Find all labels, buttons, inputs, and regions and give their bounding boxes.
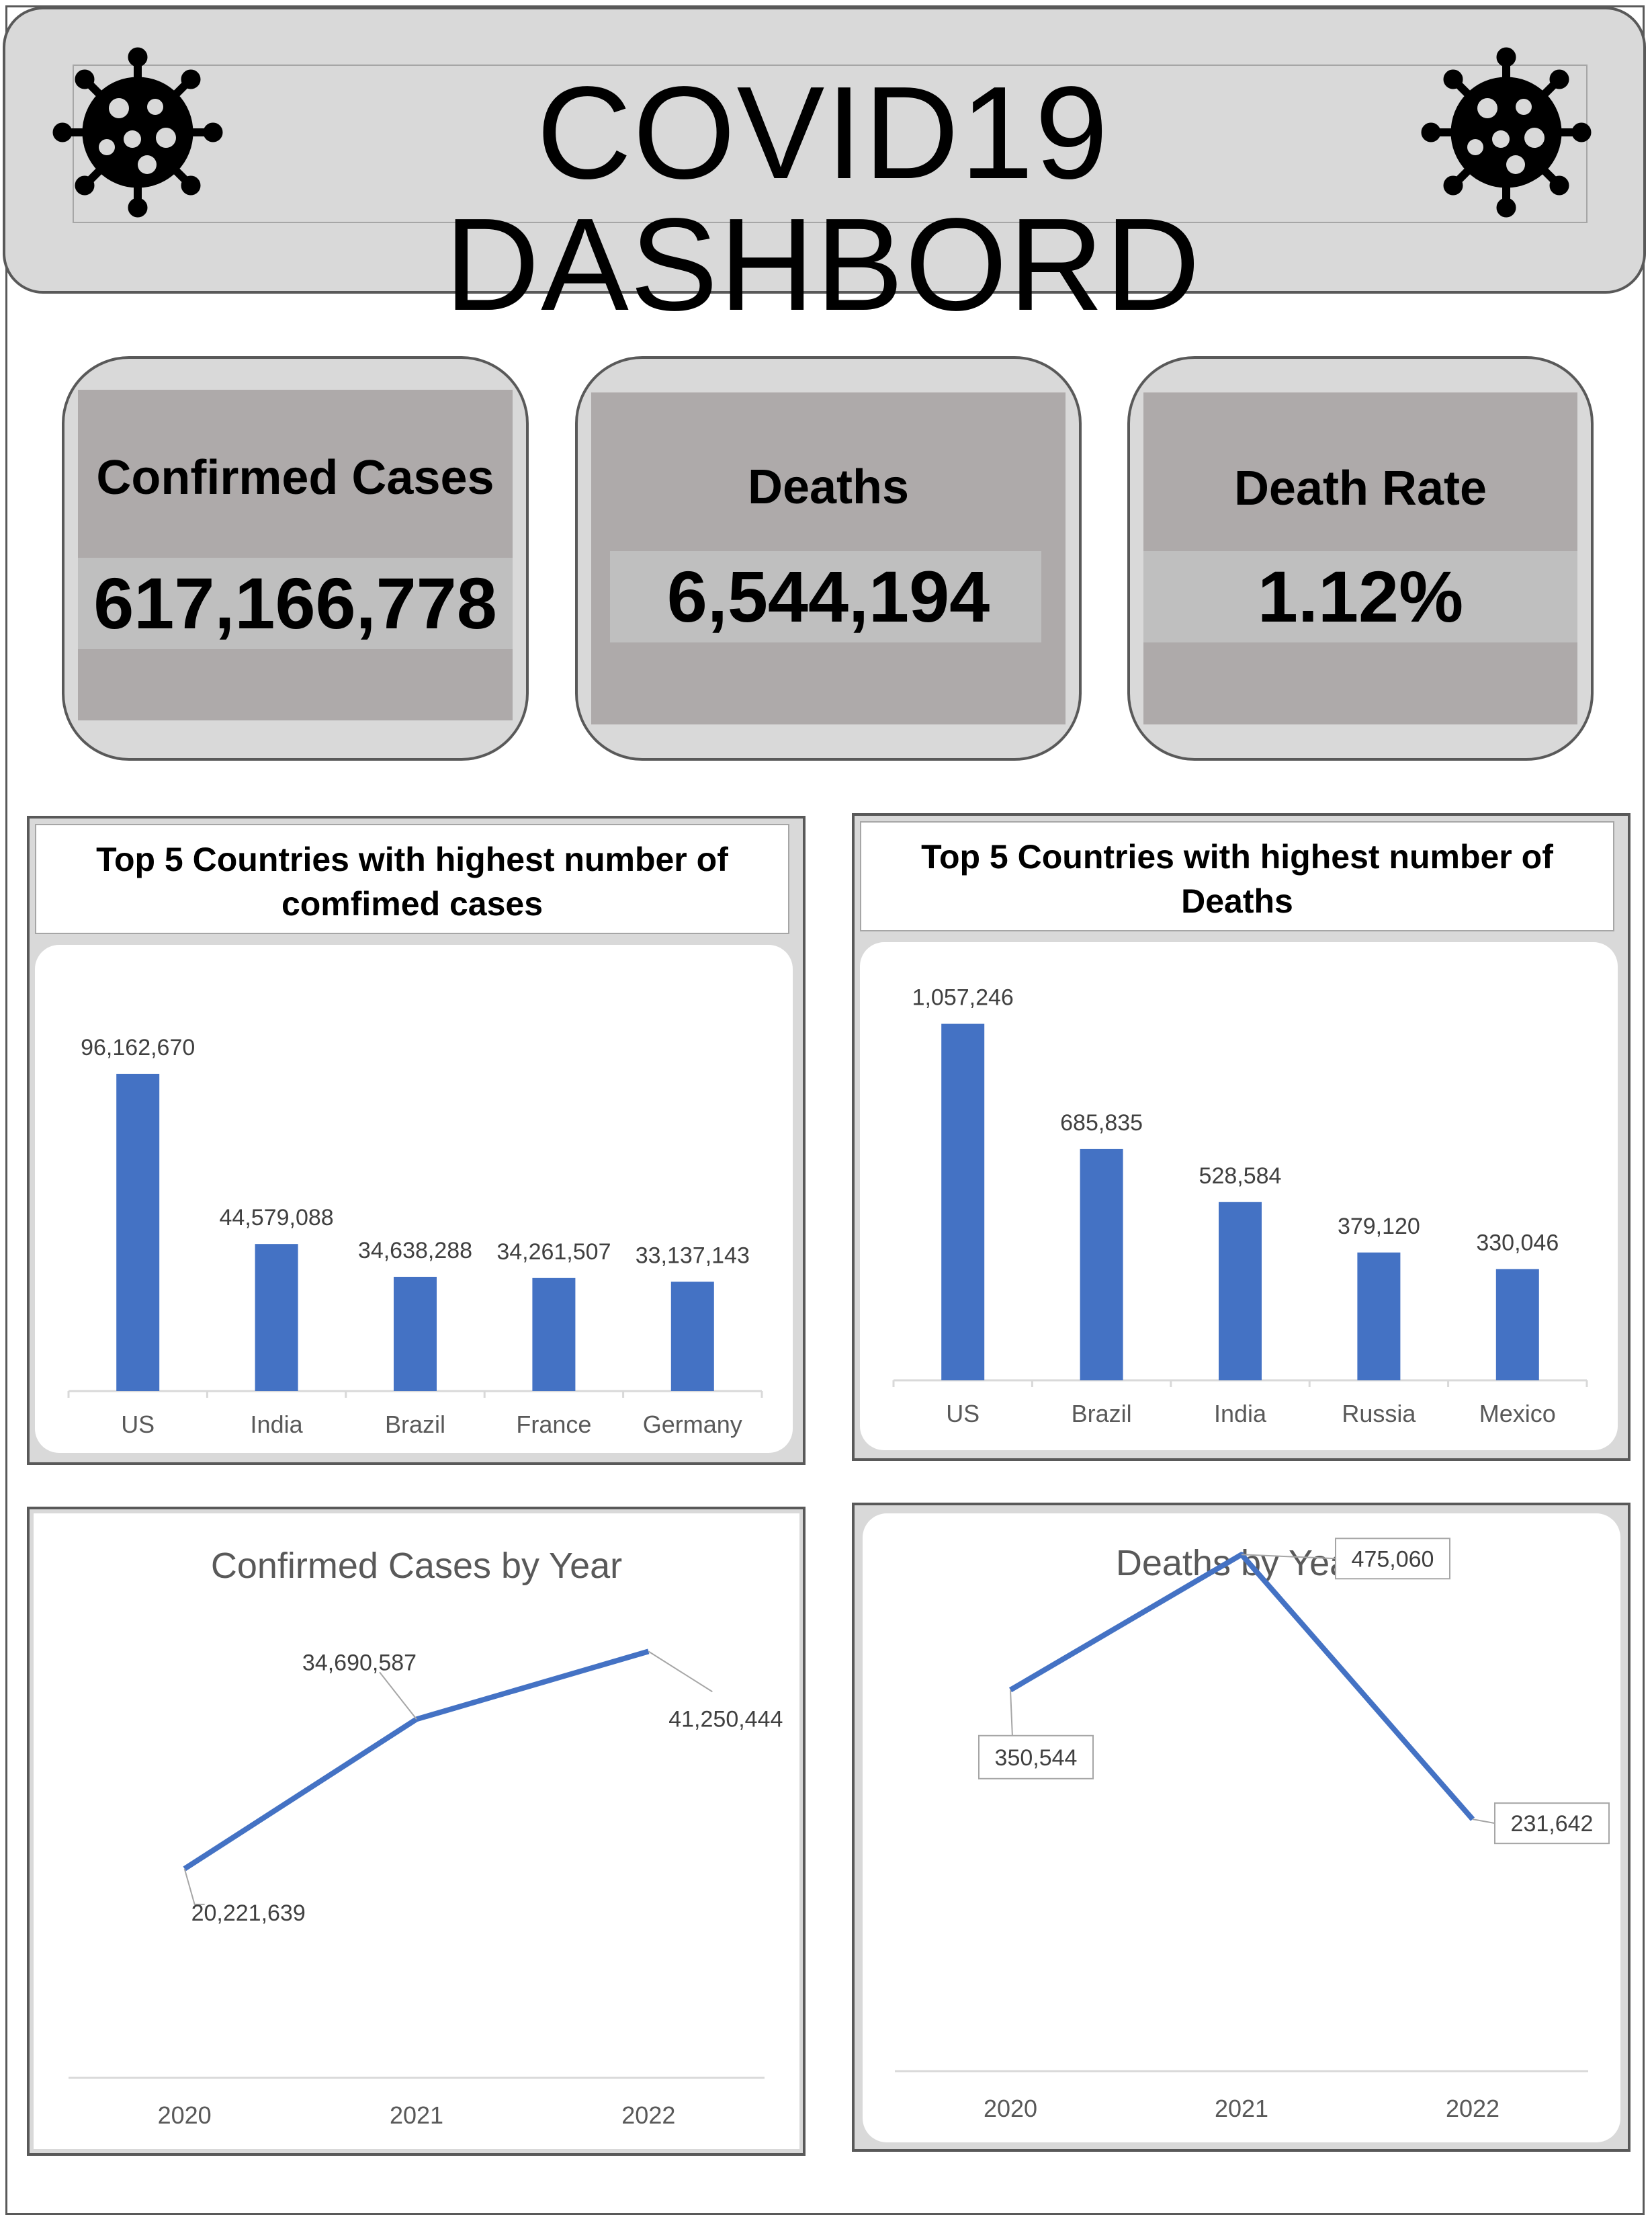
- data-label-box: [1494, 1802, 1610, 1845]
- data-label: 685,835: [1060, 1110, 1143, 1136]
- kpi-value-background: [610, 551, 1041, 642]
- x-tick-label: India: [251, 1411, 304, 1438]
- data-label: 34,690,587: [302, 1650, 417, 1675]
- line-chart-cases-by-year: Confirmed Cases by Year 2020 20,221,639 202…: [69, 1546, 783, 2129]
- kpi-card-body: Confirmed Cases 617,166,778: [78, 390, 513, 720]
- kpi-value-background: [78, 558, 513, 649]
- data-label: 33,137,143: [636, 1243, 750, 1268]
- bar-chart-top-confirmed: 96,162,670 US 44,579,088 India 34,638,288 Bra…: [67, 1035, 763, 1438]
- chart-title-top-deaths: Top 5 Countries with highest number of D…: [860, 821, 1614, 931]
- kpi-label-confirmed: Confirmed Cases: [96, 451, 494, 505]
- x-tick-label: Russia: [1342, 1400, 1416, 1427]
- bar: [532, 1277, 576, 1391]
- bar: [1219, 1202, 1262, 1380]
- kpi-card-body: Deaths 6,544,194: [591, 392, 1066, 724]
- chart-title-line: Deaths: [1181, 882, 1293, 920]
- x-tick-label: 2021: [1215, 2095, 1268, 2122]
- data-label: 330,046: [1476, 1230, 1559, 1255]
- chart-title-line: comfimed cases: [281, 885, 544, 923]
- label-leader-line: [379, 1671, 417, 1720]
- dashboard-frame: [5, 5, 1645, 2215]
- kpi-label-deaths: Deaths: [747, 460, 910, 514]
- data-label: 96,162,670: [81, 1035, 195, 1060]
- data-label: 34,638,288: [358, 1238, 472, 1263]
- data-label: 475,060: [1352, 1546, 1434, 1572]
- x-tick-label: Brazil: [385, 1411, 445, 1438]
- x-tick-label: 2021: [390, 2101, 443, 2129]
- label-leader-line: [1241, 1554, 1336, 1560]
- virus-icon: [1421, 47, 1592, 218]
- data-label: 231,642: [1511, 1811, 1594, 1837]
- kpi-label-death-rate: Death Rate: [1233, 462, 1487, 515]
- header-title-box: [73, 65, 1588, 223]
- kpi-card-confirmed: Confirmed Cases 617,166,778: [62, 356, 529, 761]
- page-title: COVID19 DASHBORD: [444, 59, 1202, 338]
- chart-area: 96,162,670 US 44,579,088 India 34,638,288 Bra…: [35, 945, 793, 1453]
- bar: [116, 1073, 160, 1391]
- data-label-box: [1335, 1538, 1450, 1580]
- series-line: [183, 1648, 650, 1872]
- x-tick-label: India: [1214, 1400, 1267, 1427]
- virus-icon: [52, 47, 223, 218]
- kpi-value-background: [1143, 551, 1577, 642]
- data-label-box: [978, 1734, 1094, 1779]
- chart-panel-cases-by-year: Confirmed Cases by Year 2020 20,221,639 202…: [27, 1507, 806, 2156]
- x-tick-label: US: [946, 1400, 980, 1427]
- x-tick-label: Germany: [643, 1411, 742, 1438]
- data-label: 20,221,639: [191, 1900, 306, 1926]
- kpi-card-body: Death Rate 1.12%: [1143, 392, 1577, 724]
- kpi-value-death-rate: 1.12%: [1257, 556, 1464, 637]
- label-leader-line: [183, 1868, 205, 1905]
- bar: [670, 1282, 714, 1391]
- bar: [1495, 1269, 1539, 1380]
- x-tick-label: France: [516, 1411, 591, 1438]
- chart-title-top-confirmed: Top 5 Countries with highest number of c…: [35, 824, 789, 934]
- data-label: 34,261,507: [496, 1239, 611, 1265]
- data-label: 44,579,088: [220, 1205, 334, 1230]
- x-tick-label: Brazil: [1072, 1400, 1132, 1427]
- bar: [1080, 1148, 1123, 1380]
- x-tick-label: US: [121, 1411, 155, 1438]
- bar-chart-top-deaths: 1,057,246 US 685,835 Brazil 528,584 India 379,…: [892, 985, 1588, 1427]
- x-tick-label: Mexico: [1479, 1400, 1556, 1427]
- bar: [394, 1276, 437, 1391]
- chart-area: Confirmed Cases by Year 2020 20,221,639 202…: [34, 1513, 799, 2149]
- kpi-value-confirmed: 617,166,778: [93, 562, 497, 644]
- chart-panel-top-confirmed: Top 5 Countries with highest number of c…: [27, 816, 806, 1465]
- chart-title: Deaths by Year: [1116, 1543, 1362, 1583]
- bar: [255, 1244, 298, 1391]
- chart-area: Deaths by Year 2020 350,544 2021 475,060 2022…: [863, 1513, 1620, 2142]
- x-tick-label: 2020: [158, 2101, 212, 2129]
- data-label: 379,120: [1338, 1214, 1420, 1239]
- chart-title-line: Top 5 Countries with highest number of: [921, 838, 1553, 876]
- x-tick-label: 2022: [621, 2101, 675, 2129]
- series-line: [1008, 1552, 1475, 1821]
- kpi-card-death-rate: Death Rate 1.12%: [1127, 356, 1594, 761]
- chart-title-line: Top 5 Countries with highest number of: [96, 841, 728, 878]
- x-tick-label: 2020: [984, 2095, 1037, 2122]
- bar: [1357, 1252, 1401, 1380]
- chart-panel-top-deaths: Top 5 Countries with highest number of D…: [852, 813, 1631, 1461]
- line-chart-deaths-by-year: Deaths by Year 2020 350,544 2021 475,060 2022…: [895, 1538, 1610, 2122]
- chart-area: 1,057,246 US 685,835 Brazil 528,584 India 379,…: [860, 942, 1618, 1450]
- data-label: 41,250,444: [668, 1706, 783, 1732]
- data-label: 350,544: [995, 1745, 1078, 1771]
- data-label: 1,057,246: [912, 985, 1014, 1011]
- header-banner: [3, 7, 1646, 294]
- chart-panel-deaths-by-year: Deaths by Year 2020 350,544 2021 475,060 2022…: [852, 1503, 1631, 2152]
- label-leader-line: [1472, 1818, 1495, 1825]
- label-leader-line: [1010, 1689, 1029, 1738]
- bar: [941, 1023, 985, 1380]
- x-tick-label: 2022: [1446, 2095, 1499, 2122]
- kpi-card-deaths: Deaths 6,544,194: [575, 356, 1082, 761]
- data-label: 528,584: [1199, 1163, 1282, 1189]
- label-leader-line: [648, 1650, 713, 1693]
- kpi-value-deaths: 6,544,194: [666, 556, 990, 637]
- chart-title: Confirmed Cases by Year: [211, 1546, 622, 1586]
